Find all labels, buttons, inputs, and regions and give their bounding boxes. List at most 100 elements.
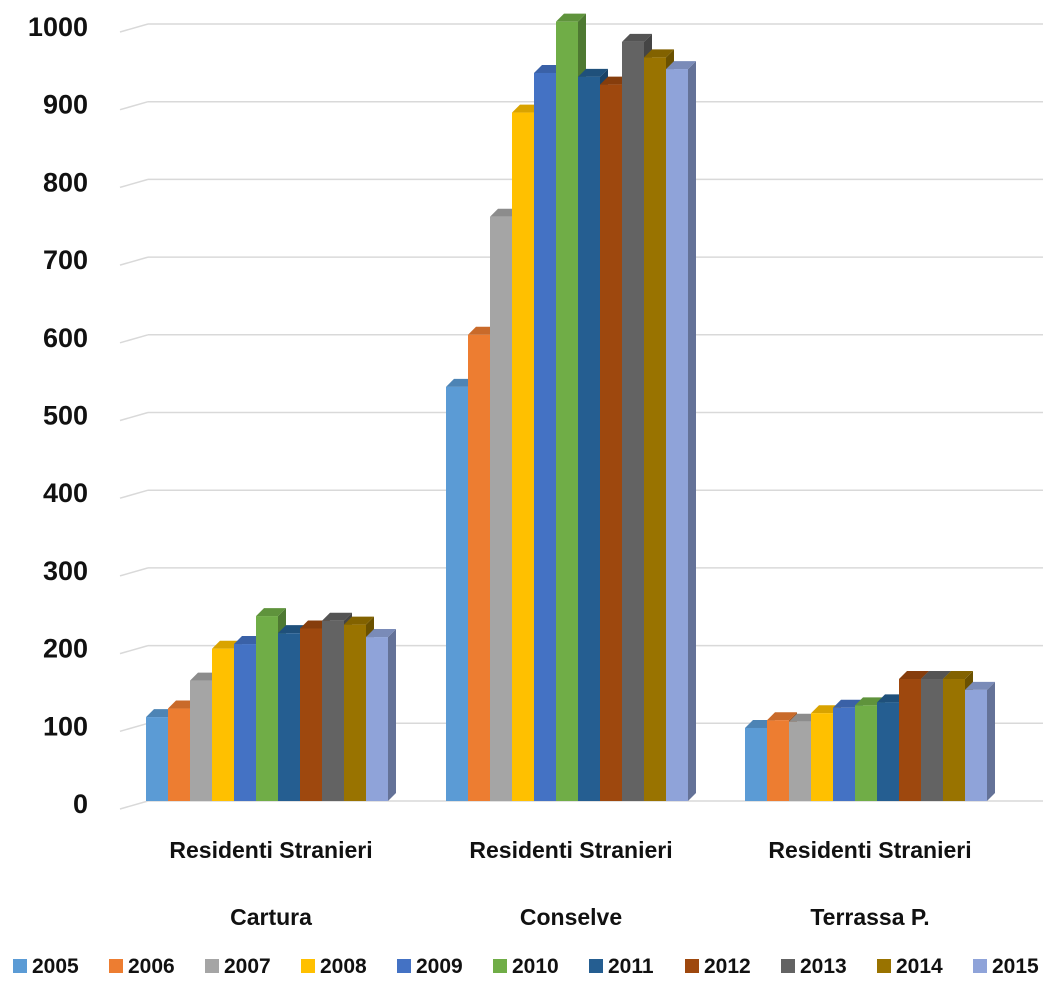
bar-front (256, 616, 278, 801)
legend-swatch (685, 959, 699, 973)
legend-swatch (589, 959, 603, 973)
legend-label: 2013 (800, 955, 847, 978)
bar-front (556, 21, 578, 801)
bar-front (278, 633, 300, 801)
bar-front (212, 648, 234, 801)
bar-front (644, 57, 666, 801)
legend-swatch (397, 959, 411, 973)
legend-swatch (877, 959, 891, 973)
legend-label: 2009 (416, 955, 463, 978)
gridline-300 (119, 567, 149, 577)
bar-front (921, 679, 943, 801)
legend-label: 2011 (608, 955, 654, 978)
bar-front (534, 72, 556, 802)
bar-top (344, 616, 374, 625)
legend-label: 2014 (896, 955, 943, 978)
gridline-500 (119, 411, 149, 422)
legend-swatch (13, 959, 27, 973)
bar-side (388, 629, 396, 801)
legend-swatch (301, 959, 315, 973)
bar-front (811, 713, 833, 801)
bar-front (965, 689, 987, 801)
legend: 2005 2006 2007 2008 2009 2010 2011 2012 2013 2014… (13, 955, 1039, 978)
gridline-900 (119, 100, 149, 111)
bar-top (943, 671, 973, 680)
legend-swatch (493, 959, 507, 973)
bar-top (965, 681, 995, 690)
bar-front (600, 84, 622, 801)
y-tick-label: 1000 (28, 12, 88, 42)
bar-top (366, 629, 396, 638)
y-tick-label: 600 (43, 323, 88, 353)
bar-2015-0 (366, 629, 396, 801)
bar-2015-2 (965, 681, 995, 801)
bar-front (322, 620, 344, 801)
legend-item-2007: 2007 (205, 955, 271, 978)
legend-item-2005: 2005 (13, 955, 79, 978)
bar-front (344, 624, 366, 801)
bar-2015-1 (666, 61, 696, 802)
bar-front (168, 708, 190, 801)
bar-top (899, 671, 929, 680)
bar-top (921, 671, 951, 680)
legend-item-2013: 2013 (781, 955, 847, 978)
bar-top (322, 612, 352, 621)
bar-front (468, 334, 490, 801)
bar-front (622, 41, 644, 802)
y-tick-label: 300 (43, 556, 88, 586)
bar-top (666, 61, 696, 70)
category-label: Terrassa P. (810, 904, 929, 930)
y-tick-label: 500 (43, 401, 88, 431)
bar-top (767, 712, 797, 721)
legend-label: 2007 (224, 955, 271, 978)
legend-item-2009: 2009 (397, 955, 463, 978)
legend-label: 2010 (512, 955, 559, 978)
bar-front (146, 717, 168, 801)
legend-label: 2005 (32, 955, 79, 978)
bar-front (899, 679, 921, 801)
bar-front (300, 628, 322, 801)
gridline-800 (119, 178, 149, 189)
legend-label: 2008 (320, 955, 367, 978)
y-tick-label: 700 (43, 245, 88, 275)
bar-front (877, 702, 899, 801)
y-tick-label: 400 (43, 478, 88, 508)
bar-top (556, 13, 586, 22)
y-tick-label: 0 (73, 789, 88, 819)
category-label: Residenti Stranieri (469, 837, 672, 863)
y-tick-label: 100 (43, 711, 88, 741)
gridline-400 (119, 489, 149, 499)
gridline-0 (119, 800, 149, 810)
bar-front (789, 721, 811, 801)
legend-label: 2012 (704, 955, 751, 978)
category-labels: Residenti Stranieri Cartura Residenti Stra… (169, 837, 971, 930)
legend-item-2014: 2014 (877, 955, 943, 978)
bar-front (943, 679, 965, 801)
bar-front (190, 680, 212, 801)
bar-side (987, 681, 995, 801)
legend-swatch (781, 959, 795, 973)
bar-front (666, 69, 688, 802)
bars-layer (146, 13, 995, 802)
legend-swatch (109, 959, 123, 973)
legend-item-2011: 2011 (589, 955, 654, 978)
legend-item-2008: 2008 (301, 955, 367, 978)
legend-label: 2015 (992, 955, 1039, 978)
legend-label: 2006 (128, 955, 175, 978)
bar-front (366, 637, 388, 801)
legend-item-2015: 2015 (973, 955, 1039, 978)
gridline-100 (119, 722, 149, 733)
bar-front (767, 720, 789, 801)
gridline-600 (119, 334, 149, 344)
category-label: Residenti Stranieri (169, 837, 372, 863)
gridline-200 (119, 644, 149, 655)
bar-top (622, 33, 652, 42)
y-tick-label: 200 (43, 634, 88, 664)
y-tick-label: 900 (43, 90, 88, 120)
bar-top (256, 608, 286, 617)
bar-front (578, 76, 600, 801)
category-label: Conselve (520, 904, 622, 930)
bar-front (446, 386, 468, 801)
y-tick-label: 800 (43, 167, 88, 197)
